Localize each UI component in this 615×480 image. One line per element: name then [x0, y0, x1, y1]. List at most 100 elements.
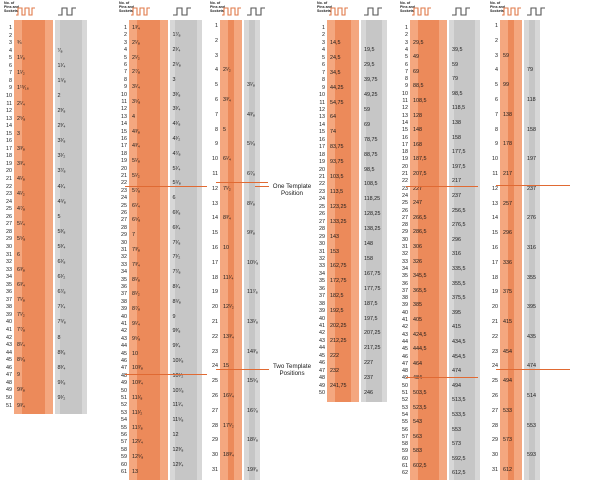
pin-count: 30	[212, 452, 218, 459]
pin-count: 54	[121, 417, 127, 424]
pin-count: 52	[121, 402, 127, 409]
pin-count: 24	[402, 192, 408, 199]
orange-value: 6⁵⁄₈	[132, 217, 141, 224]
orange-value: 4¹⁄₂	[17, 191, 25, 198]
gray-value: 5³⁄₈	[57, 228, 66, 235]
gray-value: 6³⁄₄	[172, 224, 181, 231]
orange-value: 7¹⁄₈	[17, 296, 25, 303]
pin-count: 6	[215, 97, 218, 103]
orange-value: 168	[413, 141, 422, 148]
pin-count: 16	[212, 245, 218, 251]
pin-count: 60	[121, 461, 127, 468]
orange-value: 133,25	[330, 218, 347, 225]
pin-count: 8	[322, 77, 325, 84]
gray-value: 2³⁄₄	[57, 123, 66, 130]
orange-value: 4³⁄₄	[132, 143, 140, 150]
header-label-line: Pins and	[4, 5, 19, 9]
pin-count: 31	[492, 467, 498, 473]
gray-value: 1⁵⁄₈	[57, 77, 66, 84]
gray-value: 39,5	[452, 46, 463, 53]
gray-value: 197,5	[364, 315, 378, 322]
pin-count: 55	[402, 419, 408, 426]
pin-count: 19	[121, 158, 127, 165]
gray-value: ⁷⁄₈	[57, 47, 63, 54]
pin-table-3: No. of Pins and Sockets 1 2 3 4 2¹⁄₂ 5 3¹⁄₈ 6 3³⁄₄ 7…	[208, 0, 268, 480]
pin-count: 38	[402, 295, 408, 302]
gray-value: 276,5	[452, 222, 466, 229]
pin-count: 58	[121, 446, 127, 453]
pin-count: 48	[6, 379, 12, 386]
pin-count: 5	[9, 55, 12, 62]
pin-count: 23	[492, 348, 498, 355]
pin-count: 9	[495, 141, 498, 148]
gray-value: 177,5	[452, 149, 466, 156]
gray-value: 9¹⁄₈	[57, 379, 66, 386]
orange-value: 13³⁄₄	[223, 333, 234, 340]
orange-value: 8⁷⁄₈	[132, 306, 141, 313]
pin-count: 57	[402, 433, 408, 440]
gray-value: 276	[527, 215, 536, 222]
pin-count: 22	[212, 333, 218, 340]
gray-value: 4¹⁄₄	[57, 183, 66, 190]
gray-value: 3⁷⁄₈	[57, 168, 66, 175]
pin-count: 39	[402, 302, 408, 309]
orange-value: 192,5	[330, 308, 344, 315]
pin-count: 25	[121, 202, 127, 209]
pin-count: 28	[492, 422, 498, 429]
header-label-line: Pins and	[400, 5, 415, 9]
pin-count: 16	[319, 136, 325, 143]
pin-count: 12	[319, 106, 325, 113]
pin-count: 10	[6, 92, 12, 99]
pin-count: 51	[402, 390, 408, 396]
square-wave-wide-icon	[329, 3, 349, 16]
pin-count: 54	[402, 411, 408, 418]
gray-value: 434,5	[452, 338, 466, 345]
pin-count: 43	[402, 331, 408, 338]
pin-count: 37	[402, 287, 408, 294]
orange-value: 24,5	[330, 54, 341, 61]
pin-count: 45	[121, 350, 127, 357]
pin-count: 25	[212, 378, 218, 385]
orange-value: 4	[132, 113, 135, 120]
orange-value: 326	[413, 258, 422, 265]
pin-count: 4	[9, 47, 12, 54]
pin-count: 34	[6, 274, 12, 281]
gray-value: 39,75	[364, 77, 378, 84]
pin-count: 46	[402, 353, 408, 360]
gray-value: 207,25	[364, 330, 381, 337]
pin-count: 58	[402, 441, 408, 448]
orange-value: 29,5	[413, 39, 424, 46]
orange-value: 241,75	[330, 382, 347, 389]
pin-count: 9	[124, 84, 127, 91]
pin-count: 12	[492, 185, 498, 192]
gray-value: 7¹⁄₄	[57, 304, 66, 311]
gray-value: 187,5	[364, 300, 378, 307]
orange-value: 59	[503, 52, 509, 59]
orange-value: 4¹⁄₈	[17, 176, 25, 182]
gray-value: 98,5	[364, 166, 375, 173]
pin-count: 24	[319, 196, 325, 203]
gray-value: 158	[364, 255, 373, 262]
pin-count: 26	[319, 211, 325, 218]
gray-value: 4⁷⁄₈	[172, 150, 181, 157]
gray-value: 573	[452, 441, 461, 448]
orange-value: 5⁷⁄₈	[132, 187, 141, 194]
orange-value: 8⁵⁄₈	[17, 357, 26, 364]
orange-value: 8¹⁄₄	[17, 342, 25, 349]
pin-count: 19	[212, 289, 218, 296]
pin-count: 40	[402, 309, 408, 316]
gray-value: 118,5	[452, 105, 466, 112]
gray-value: 78,75	[364, 136, 378, 143]
template-position-line	[125, 186, 207, 187]
pin-count: 19	[319, 159, 325, 166]
pin-count: 26	[492, 393, 498, 399]
pin-count: 35	[6, 281, 12, 288]
gray-value: 553	[527, 422, 536, 429]
orange-value: 3⁵⁄₈	[132, 99, 141, 105]
gray-value: 8³⁄₄	[57, 364, 66, 371]
gray-value: 9³⁄₄	[172, 343, 181, 350]
pin-count: 26	[121, 210, 127, 216]
orange-value: 6	[17, 251, 20, 258]
gray-value: 7¹⁄₈	[172, 239, 181, 246]
header-label-line: Sockets	[400, 9, 414, 13]
